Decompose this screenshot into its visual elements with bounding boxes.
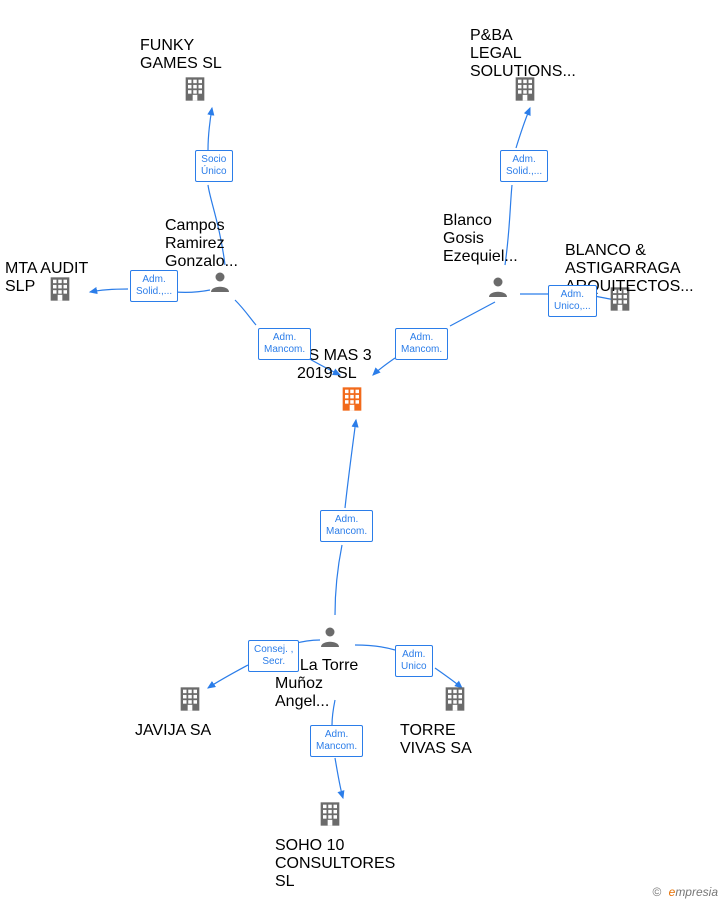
edge-label-delatorre_torre: Adm. Unico: [395, 645, 433, 677]
node-label: P&BA LEGAL SOLUTIONS...: [470, 27, 580, 81]
building-icon: [316, 800, 344, 833]
building-icon: [181, 75, 209, 108]
edge-delatorre_javija: [208, 665, 248, 688]
person-icon: [318, 625, 342, 654]
building-icon: [176, 685, 204, 718]
node-label: JAVIJA SA: [135, 722, 245, 740]
edge-label-campos_mta: Adm. Solid.,...: [130, 270, 178, 302]
edge-delatorre_soho: [335, 758, 343, 798]
edge-label-delatorre_center: Adm. Mancom.: [320, 510, 373, 542]
node-label: TORRE VIVAS SA: [400, 722, 510, 758]
building-icon: [338, 385, 366, 418]
node-label: Campos Ramirez Gonzalo...: [165, 217, 275, 271]
node-label: Blanco Gosis Ezequiel...: [443, 212, 553, 266]
edge-label-campos_funky: Socio Único: [195, 150, 233, 182]
watermark-text: mpresia: [675, 885, 718, 899]
node-label: NS MAS 3 2019 SL: [297, 347, 407, 383]
edge-campos_funky: [208, 108, 212, 150]
copyright-symbol: ©: [652, 885, 661, 899]
edge-label-campos_center: Adm. Mancom.: [258, 328, 311, 360]
edge-campos_mta: [175, 290, 210, 292]
node-label: MTA AUDIT SLP: [5, 260, 115, 296]
person-icon: [208, 270, 232, 299]
edge-label-delatorre_soho: Adm. Mancom.: [310, 725, 363, 757]
edge-label-blanco_arq: Adm. Unico,...: [548, 285, 597, 317]
edges-layer: [0, 0, 728, 905]
building-icon: [441, 685, 469, 718]
edge-delatorre_center: [345, 420, 356, 508]
watermark: © empresia: [652, 885, 718, 899]
edge-label-delatorre_javija: Consej. , Secr.: [248, 640, 299, 672]
node-label: SOHO 10 CONSULTORES SL: [275, 837, 385, 891]
edge-delatorre_torre: [355, 645, 395, 650]
edge-label-blanco_pba: Adm. Solid.,...: [500, 150, 548, 182]
edge-label-blanco_center: Adm. Mancom.: [395, 328, 448, 360]
person-icon: [486, 275, 510, 304]
edge-campos_center: [235, 300, 256, 325]
edge-delatorre_center: [335, 545, 342, 615]
edge-blanco_center: [450, 302, 495, 326]
edge-blanco_pba: [516, 108, 530, 148]
node-label: FUNKY GAMES SL: [140, 37, 250, 73]
